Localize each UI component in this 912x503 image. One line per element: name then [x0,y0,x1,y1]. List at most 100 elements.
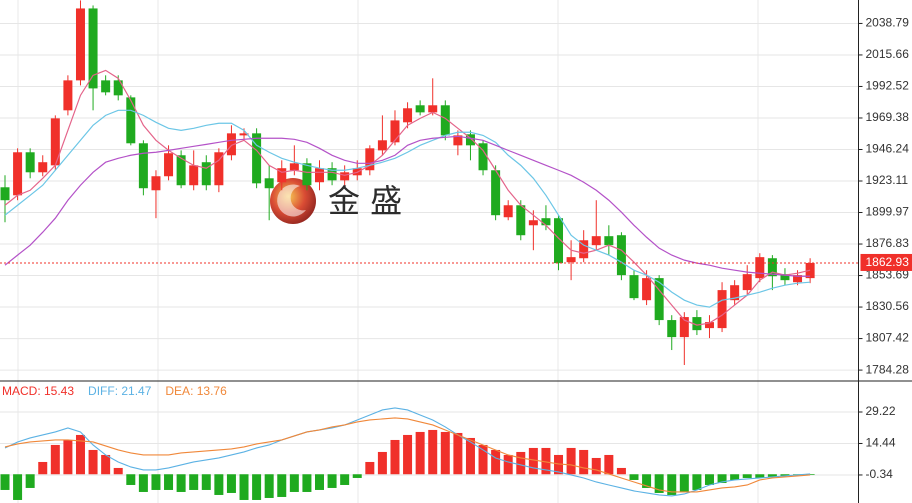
macd-bar [264,474,274,498]
candle-body [264,178,274,189]
macd-bar [277,474,287,497]
candle-body [277,168,287,183]
candle-body [566,257,576,263]
candle-body [692,317,702,331]
candle-body [780,274,790,281]
candle-body [465,134,475,146]
macd-bar [50,444,60,475]
macd-bar [541,447,551,475]
macd-bar [315,474,324,490]
macd-bar [717,474,727,483]
macd-bar [428,429,438,475]
candle-body [0,187,10,201]
candle-body [25,152,35,173]
legend-entry: DIFF: 21.47 [88,384,152,398]
macd-bar [75,434,85,475]
macd-bar [289,474,299,492]
watermark: 金 盛 [270,178,402,224]
macd-bar [440,431,450,475]
current-price-box [860,253,912,271]
candle-body [528,220,538,226]
y-tick-label: -0.34 [866,467,894,481]
candle-body [151,176,161,191]
line-series [4,69,811,326]
macd-bar [742,474,752,478]
candle-body [453,135,463,146]
candle-body [289,163,299,171]
vertical-grid [17,0,759,503]
candle-body [63,80,73,111]
candle-body [541,218,551,226]
macd-bar [176,474,186,492]
macd-bar [579,449,589,475]
current-price-label: 1862.93 [866,255,910,269]
y-tick-label: 1992.52 [866,79,910,93]
legend: MACD: 15.43 DIFF: 21.47 DEA: 13.76 [2,384,227,398]
macd-bar [13,474,23,500]
macd-bar [88,449,98,475]
macd-bar [0,474,10,490]
candle-body [403,108,413,123]
candle-body [13,152,23,196]
macd-bar [201,474,211,490]
candle-body [654,278,664,321]
candle-body [101,80,111,93]
candle-body [604,236,614,246]
candle-body [415,105,425,113]
y-tick-label: 14.44 [866,436,896,450]
macd-bar [528,447,538,475]
candle-body [755,257,765,279]
y-tick-label: 1807.42 [866,331,910,345]
line-series [4,135,811,277]
line-series [4,109,811,308]
y-tick-label: 2038.79 [866,16,910,30]
candle-body [390,120,400,143]
candle-body [516,205,526,236]
macd-bar [591,457,601,475]
candle-body [315,168,324,183]
candle-body [302,163,312,186]
candle-body [340,172,350,181]
macd-bar [616,467,626,475]
candle-body [88,8,98,89]
line-series [4,417,811,493]
macd-bar [453,432,463,475]
macd-bar [189,474,199,490]
macd-bar [755,474,765,478]
macd-bar [554,454,564,475]
watermark-text: 金 盛 [328,182,402,220]
candle-body [478,143,488,171]
candle-body [164,153,174,177]
candle-body [189,165,199,186]
candle-body [176,155,186,186]
macd-bar [403,434,413,475]
macd-bar [667,474,677,495]
macd-bar [365,461,375,475]
logo-swirl [277,184,306,217]
legend-entry: MACD: 15.43 [2,384,74,398]
candle-body [75,8,85,81]
macd-bar [63,439,73,475]
macd-bar [151,474,161,490]
candle-body [679,317,689,338]
candle-body [717,290,727,329]
macd-bar [25,474,35,488]
legend-entry: DEA: 13.76 [165,384,227,398]
candle-body [365,148,375,171]
y-tick-label: 1876.83 [866,236,910,250]
macd-bar [503,454,513,475]
candle-body [226,133,236,156]
candle-body [50,118,60,166]
macd-bar [252,474,262,500]
y-tick-label: 1784.28 [866,362,910,376]
macd-bar [239,474,249,500]
macd-bar [704,474,714,485]
candle-body [252,133,262,184]
marks [0,0,859,500]
candle-body [579,240,589,259]
candle-body [239,133,249,136]
candle-body [113,80,123,96]
macd-bar [327,474,337,488]
macd-bar [478,444,488,475]
